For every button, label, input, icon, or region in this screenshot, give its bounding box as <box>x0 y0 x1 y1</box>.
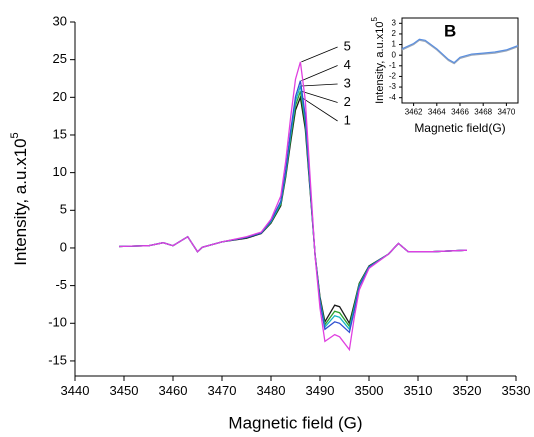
series-label: 1 <box>344 112 351 127</box>
label-leader <box>301 46 338 63</box>
series-line <box>119 80 468 334</box>
y-tick-label: 2 <box>392 29 397 38</box>
label-leader <box>301 90 338 103</box>
x-tick-label: 3520 <box>453 383 482 398</box>
label-leader <box>301 65 338 82</box>
x-tick-label: 3500 <box>355 383 384 398</box>
y-tick-label: -15 <box>48 352 67 367</box>
y-tick-label: 20 <box>53 89 67 104</box>
x-tick-label: 3470 <box>208 383 237 398</box>
y-axis-label: Intensity, a.u.x105 <box>9 132 31 265</box>
label-leader <box>301 96 338 122</box>
x-axis-label: Magnetic field(G) <box>414 121 505 135</box>
series-label: 2 <box>344 94 351 109</box>
x-tick-label: 3466 <box>451 108 469 117</box>
x-tick-label: 3510 <box>404 383 433 398</box>
y-tick-label: -4 <box>389 93 397 102</box>
x-tick-label: 3530 <box>502 383 531 398</box>
y-tick-label: 3 <box>392 18 397 27</box>
y-tick-label: -1 <box>389 61 397 70</box>
series-label: 3 <box>344 75 351 90</box>
y-tick-label: 10 <box>53 164 67 179</box>
inset-title: B <box>444 21 456 40</box>
x-tick-label: 3440 <box>61 383 90 398</box>
x-tick-label: 3480 <box>257 383 286 398</box>
y-tick-label: 25 <box>53 51 67 66</box>
plot-frame <box>401 17 519 104</box>
x-tick-label: 3490 <box>306 383 335 398</box>
x-tick-label: 3464 <box>428 108 446 117</box>
series-line <box>401 39 519 65</box>
y-tick-label: -3 <box>389 82 397 91</box>
x-tick-label: 3460 <box>159 383 188 398</box>
y-tick-label: 15 <box>53 126 67 141</box>
x-tick-label: 3468 <box>474 108 492 117</box>
y-tick-label: 30 <box>53 13 67 28</box>
x-tick-label: 3450 <box>110 383 139 398</box>
y-tick-label: 5 <box>60 202 67 217</box>
y-tick-label: -2 <box>389 72 397 81</box>
label-leader <box>301 83 338 87</box>
y-axis-label: Intensity, a.u.x105 <box>370 17 386 104</box>
series-label: 5 <box>344 38 351 53</box>
y-tick-label: 0 <box>60 239 67 254</box>
x-tick-label: 3470 <box>498 108 516 117</box>
y-tick-label: -5 <box>55 277 67 292</box>
series-line <box>401 38 519 64</box>
x-axis-label: Magnetic field (G) <box>228 413 362 432</box>
series-line <box>119 61 468 352</box>
y-tick-label: 0 <box>392 50 397 59</box>
x-tick-label: 3462 <box>405 108 423 117</box>
y-tick-label: -10 <box>48 315 67 330</box>
y-tick-label: 1 <box>392 40 397 49</box>
series-label: 4 <box>344 57 351 72</box>
